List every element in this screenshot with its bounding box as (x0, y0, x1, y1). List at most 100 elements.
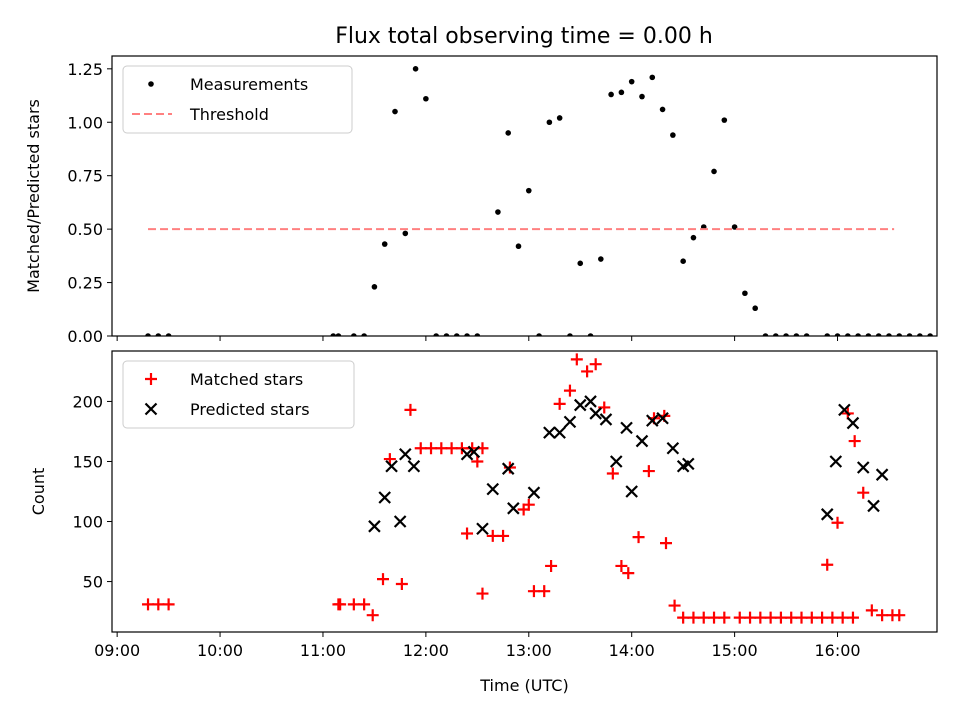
matched-star-point (563, 384, 576, 397)
measurement-point (659, 106, 666, 113)
measurement-point (464, 333, 470, 336)
predicted-star-point (829, 455, 843, 468)
legend-box (122, 360, 355, 429)
predicted-star-point (563, 415, 577, 429)
matched-star-point (805, 611, 818, 624)
matched-star-point (497, 529, 510, 542)
bottom-ylabel: Count (29, 468, 48, 516)
matched-star-point (687, 611, 700, 624)
xtick-label: 10:00 (197, 641, 243, 660)
matched-star-point (733, 611, 746, 624)
top-ytick-label: 0.00 (67, 327, 103, 346)
top-ytick-label: 0.25 (67, 274, 103, 293)
predicted-star-point (584, 395, 597, 408)
matched-star-point (831, 516, 844, 529)
matched-star-point (471, 455, 484, 468)
measurement-point (515, 243, 522, 250)
predicted-star-point (407, 460, 421, 473)
xtick-label: 11:00 (300, 641, 346, 660)
predicted-star-point (385, 460, 398, 473)
predicted-star-point (609, 455, 623, 468)
matched-star-point (774, 611, 787, 624)
predicted-star-point (856, 461, 870, 474)
measurement-point (752, 305, 758, 312)
matched-star-point (785, 611, 798, 624)
measurement-point (155, 333, 162, 336)
matched-star-point (414, 442, 427, 455)
matched-star-point (697, 611, 710, 624)
measurement-point (680, 258, 686, 264)
matched-star-point (622, 567, 635, 580)
legend-box (122, 65, 353, 134)
measurement-point (474, 333, 481, 336)
matched-star-point (606, 467, 619, 480)
predicted-star-point (589, 407, 602, 420)
measurement-point (618, 89, 625, 96)
measurement-point (845, 333, 851, 336)
xtick-label: 12:00 (403, 641, 449, 660)
legend-label: Threshold (189, 105, 269, 124)
measurement-point (567, 333, 573, 336)
predicted-star-point (635, 434, 649, 448)
measurement-point (536, 333, 542, 336)
measurement-point (505, 130, 512, 136)
legend-matched-swatch (145, 373, 157, 385)
matched-star-point (764, 611, 777, 624)
measurement-point (412, 66, 419, 72)
predicted-star-point (399, 447, 412, 461)
matched-star-point (660, 537, 673, 550)
matched-star-point (425, 442, 438, 455)
top-ylabel: Matched/Predicted stars (24, 99, 43, 293)
matched-star-point (522, 498, 535, 511)
measurement-point (824, 333, 831, 336)
top-ytick-label: 0.75 (67, 167, 103, 186)
xtick-label: 14:00 (609, 641, 655, 660)
xtick-label: 16:00 (814, 641, 860, 660)
top-panel: 0.00 0.25 0.50 0.75 1.00 1.25 Matched/Predicte… (24, 55, 938, 346)
predicted-star-point (646, 414, 659, 427)
bottom-plot-area (142, 353, 906, 624)
matched-star-point (486, 529, 499, 542)
matched-star-point (642, 465, 655, 478)
measurement-point (443, 333, 450, 336)
measurement-point (351, 333, 357, 336)
matched-star-point (404, 403, 417, 416)
measurement-point (639, 93, 645, 100)
matched-star-point (476, 587, 489, 600)
legend-label: Predicted stars (190, 400, 310, 419)
matched-star-point (162, 598, 175, 611)
matched-star-point (615, 559, 628, 572)
matched-star-point (545, 559, 558, 572)
predicted-star-point (625, 485, 638, 498)
matched-star-point (435, 442, 448, 455)
predicted-star-point (378, 491, 391, 504)
legend-label: Matched stars (190, 370, 303, 389)
bottom-ytick-label: 150 (72, 452, 103, 471)
matched-star-point (358, 598, 371, 611)
measurement-point (453, 333, 460, 336)
matched-star-point (632, 531, 645, 544)
predicted-star-point (682, 457, 695, 471)
measurement-point (649, 74, 656, 81)
measurement-point (598, 256, 604, 262)
measurement-point (927, 333, 933, 336)
matched-star-point (395, 577, 408, 590)
measurement-point (495, 209, 501, 215)
measurement-point (711, 168, 717, 175)
matched-star-point (366, 609, 379, 622)
predicted-star-point (476, 522, 489, 536)
measurement-point (556, 115, 563, 121)
measurement-point (577, 260, 584, 267)
matched-star-point (865, 604, 878, 617)
measurement-point (834, 333, 841, 336)
xtick-label: 15:00 (712, 641, 758, 660)
top-axes-frame (111, 55, 938, 337)
xtick-label: 13:00 (506, 641, 552, 660)
matched-star-point (836, 611, 849, 624)
predicted-star-point (527, 486, 541, 499)
measurement-point (886, 333, 892, 336)
predicted-star-point (486, 482, 500, 496)
top-ytick-label: 1.25 (67, 60, 103, 79)
measurement-point (330, 333, 337, 336)
matched-star-point (461, 527, 474, 540)
